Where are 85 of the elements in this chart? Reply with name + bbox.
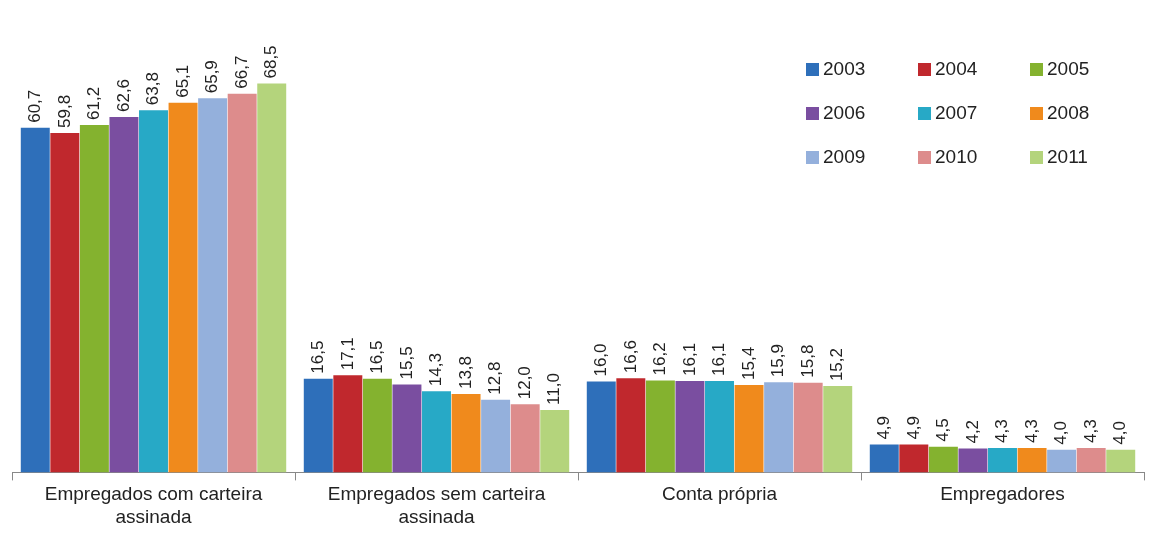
bar — [958, 448, 988, 473]
data-label: 15,8 — [797, 344, 817, 378]
legend-label: 2004 — [935, 58, 978, 80]
data-label: 68,5 — [261, 45, 281, 79]
bar — [899, 444, 929, 473]
bar — [734, 384, 764, 473]
data-label: 16,6 — [620, 340, 640, 374]
bar — [869, 444, 899, 473]
data-label: 65,1 — [172, 64, 192, 98]
legend-label: 2005 — [1047, 58, 1090, 80]
bar — [616, 378, 646, 473]
data-label: 11,0 — [544, 373, 564, 405]
bar — [1076, 447, 1106, 473]
data-label: 4,0 — [1051, 421, 1071, 445]
bar — [198, 98, 228, 473]
data-label: 4,0 — [1110, 421, 1130, 445]
bar — [645, 380, 675, 473]
bar — [392, 384, 422, 473]
bar — [540, 409, 570, 473]
bar — [139, 110, 168, 473]
bar — [1017, 447, 1047, 473]
data-label: 16,1 — [709, 342, 729, 376]
bar — [764, 382, 794, 473]
bar — [168, 102, 198, 473]
bar — [481, 399, 511, 473]
bar — [303, 378, 333, 473]
bar — [257, 83, 287, 473]
bar — [1047, 449, 1077, 473]
bar — [451, 394, 481, 473]
data-label: 60,7 — [24, 89, 44, 123]
data-label: 16,5 — [307, 340, 327, 374]
bar — [793, 382, 823, 473]
data-label: 4,3 — [992, 419, 1012, 443]
data-label: 61,2 — [84, 86, 104, 120]
data-label: 4,5 — [933, 418, 953, 442]
data-label: 12,0 — [514, 366, 534, 400]
bar — [928, 446, 958, 473]
data-label: 4,3 — [1021, 419, 1041, 443]
bar — [79, 124, 109, 473]
data-label: 66,7 — [231, 55, 251, 89]
bar — [227, 93, 257, 473]
data-label: 13,8 — [455, 355, 475, 390]
x-tick-label: Empregados com carteira assinada — [44, 483, 263, 527]
bar — [586, 381, 616, 473]
data-label: 15,9 — [768, 344, 788, 378]
data-label: 65,9 — [202, 60, 222, 94]
bar — [50, 132, 80, 473]
data-label: 4,9 — [873, 415, 893, 440]
bar — [333, 375, 363, 473]
bar — [823, 386, 853, 473]
data-label: 15,4 — [738, 346, 758, 380]
bar — [20, 127, 50, 473]
legend-label: 2008 — [1047, 102, 1090, 124]
data-label: 15,5 — [396, 346, 416, 380]
data-label: 16,5 — [367, 340, 387, 374]
x-tick-label: Empregadores — [940, 483, 1065, 505]
bar — [1106, 449, 1136, 473]
data-label: 14,3 — [426, 353, 446, 387]
bar — [988, 447, 1017, 473]
data-label: 12,8 — [485, 361, 505, 395]
bar — [362, 378, 392, 473]
data-label: 15,2 — [827, 348, 847, 382]
data-label: 63,8 — [143, 72, 163, 106]
data-label: 17,1 — [337, 337, 357, 371]
bar — [109, 117, 139, 473]
data-label: 16,1 — [679, 342, 699, 376]
data-label: 4,2 — [962, 419, 982, 444]
legend-label: 2003 — [823, 58, 866, 80]
x-tick-label: Empregados sem carteira assinada — [327, 483, 546, 527]
legend-label: 2010 — [935, 146, 978, 168]
data-label: 62,6 — [113, 78, 133, 113]
data-label: 16,2 — [650, 342, 670, 376]
bar — [705, 381, 734, 473]
data-label: 4,9 — [903, 415, 923, 440]
legend-label: 2007 — [935, 102, 978, 124]
data-label: 59,8 — [54, 94, 74, 128]
data-label: 16,0 — [590, 343, 610, 377]
bar — [510, 404, 540, 473]
legend-label: 2009 — [823, 146, 866, 168]
data-label: 4,3 — [1080, 419, 1100, 443]
bar — [422, 391, 451, 473]
x-tick-label: Conta própria — [661, 483, 778, 505]
bar — [675, 381, 705, 473]
legend-label: 2011 — [1047, 146, 1088, 168]
legend-label: 2006 — [823, 102, 866, 124]
